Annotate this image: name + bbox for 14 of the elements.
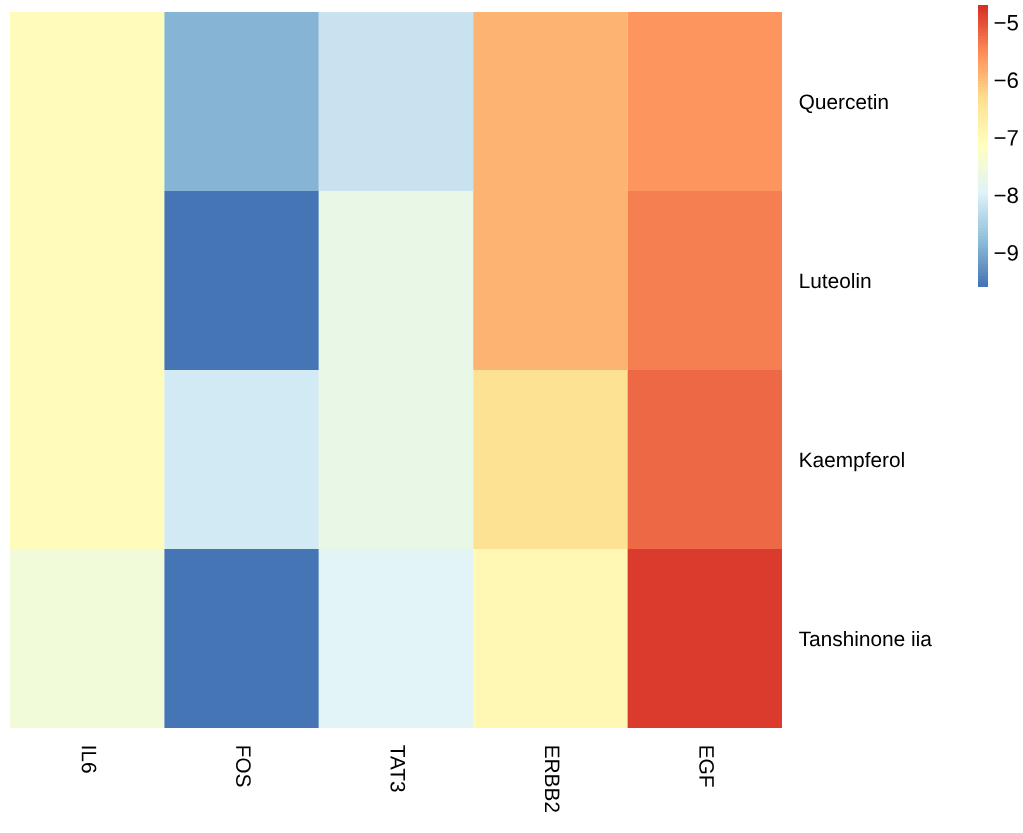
x-tick-label: TAT3 bbox=[390, 745, 406, 792]
y-tick-label: Luteolin bbox=[800, 272, 871, 289]
x-tick-label: ERBB2 bbox=[545, 746, 560, 812]
y-tick-label: Kaempferol bbox=[800, 451, 904, 472]
x-tick-label: FOS bbox=[236, 746, 251, 787]
y-tick-label: Tanshinone iia bbox=[799, 630, 932, 647]
color-bar-label: −7 bbox=[994, 130, 1018, 146]
y-tick-label: Quercetin bbox=[799, 93, 888, 113]
x-tick-label: EGF bbox=[699, 746, 714, 787]
color-bar-label: −6 bbox=[994, 72, 1018, 89]
color-bar-label: −5 bbox=[994, 15, 1018, 31]
x-tick-label: IL6 bbox=[81, 746, 97, 773]
color-bar-label: −8 bbox=[994, 187, 1018, 204]
color-bar-label: −9 bbox=[994, 245, 1018, 261]
